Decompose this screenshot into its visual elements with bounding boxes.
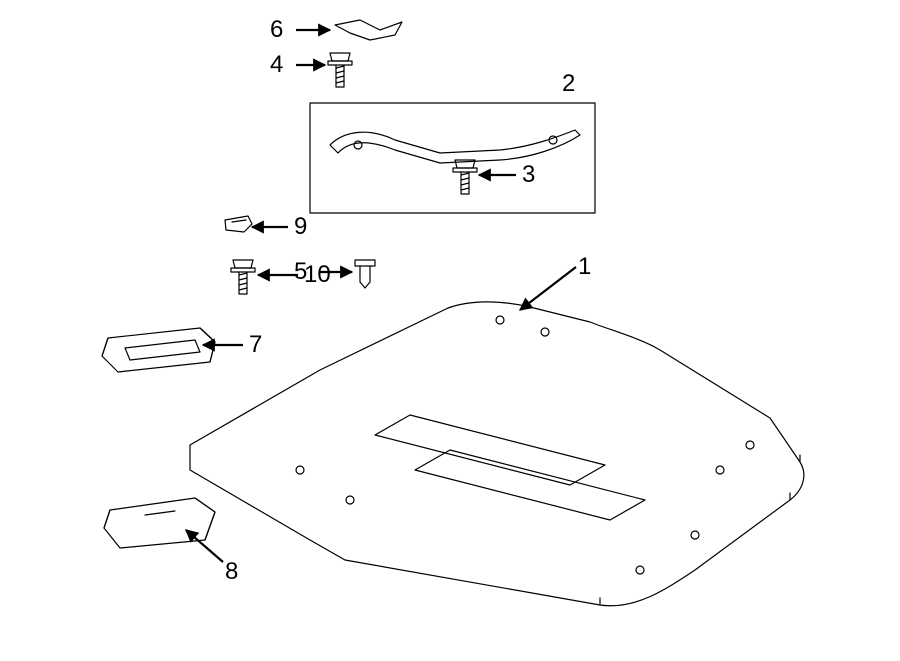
parts-diagram: 12345678910 (0, 0, 900, 661)
callout-3: 3 (522, 161, 535, 189)
callout-7: 7 (249, 331, 262, 359)
callout-1: 1 (578, 253, 591, 281)
callout-4: 4 (270, 51, 283, 79)
callout-6: 6 (270, 16, 283, 44)
diagram-svg (0, 0, 900, 661)
callout-9: 9 (294, 213, 307, 241)
callout-8: 8 (225, 558, 238, 586)
callout-10: 10 (304, 261, 331, 289)
callout-2: 2 (562, 70, 575, 98)
